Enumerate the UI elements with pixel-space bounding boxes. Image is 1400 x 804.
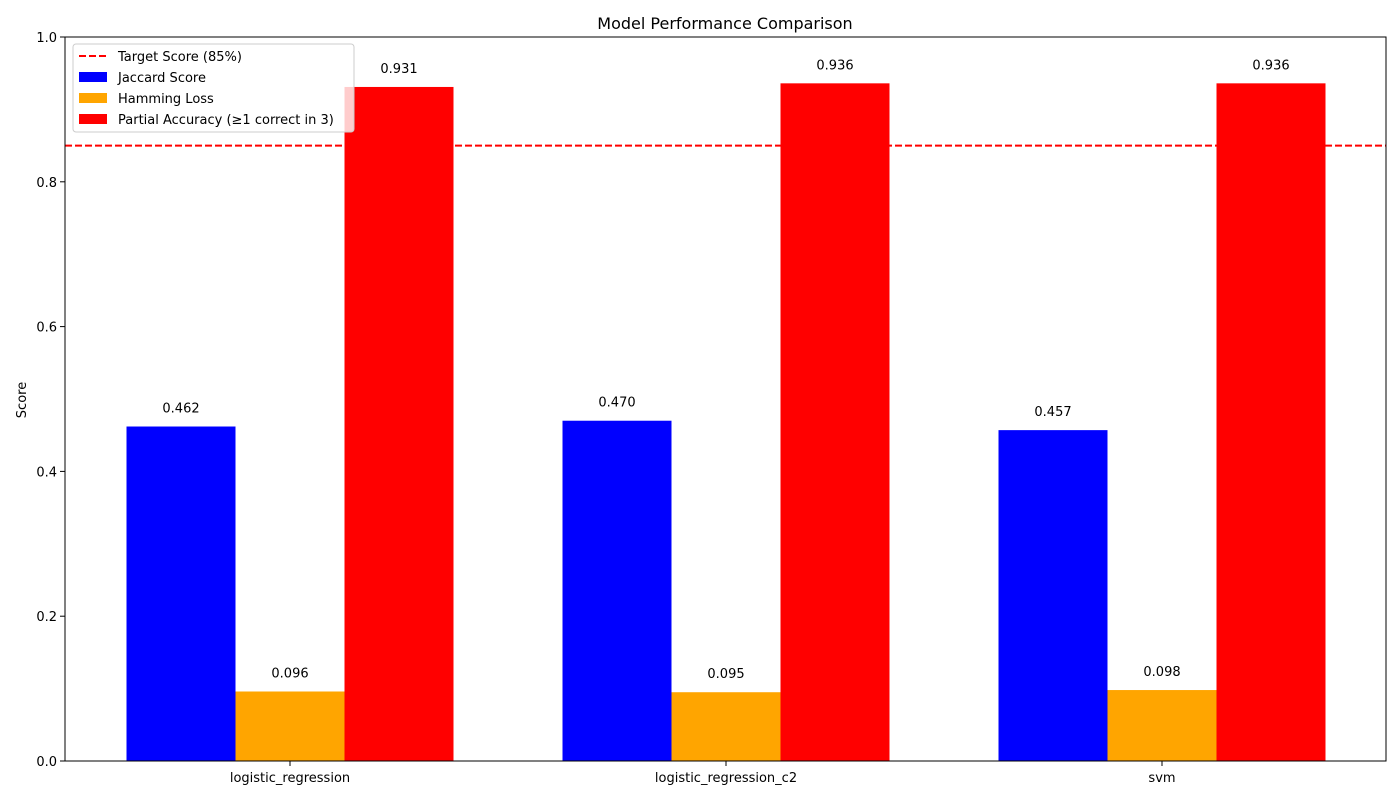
y-tick-label-1: 0.2 <box>36 610 57 625</box>
legend-swatch-0 <box>79 72 107 82</box>
bar-0-2 <box>998 430 1108 761</box>
bar-1-0 <box>235 691 345 761</box>
data-label-2-0: 0.931 <box>380 62 417 77</box>
bar-1-1 <box>671 692 781 761</box>
axes-layer: 0.0 0.2 0.4 0.6 0.8 1.0 logistic_regression log… <box>36 31 1387 786</box>
legend-label-2: Partial Accuracy (≥1 correct in 3) <box>118 113 334 128</box>
legend-swatch-2 <box>79 114 107 124</box>
x-tick-label-2: svm <box>1148 771 1175 786</box>
data-label-0-1: 0.470 <box>598 396 635 411</box>
data-label-1-2: 0.098 <box>1143 665 1180 680</box>
data-label-0-0: 0.462 <box>162 402 199 417</box>
legend-label-target: Target Score (85%) <box>117 50 242 65</box>
bar-2-0 <box>344 86 454 762</box>
x-tick-label-0: logistic_regression <box>230 771 350 786</box>
legend: Target Score (85%) Jaccard Score Hamming L… <box>72 43 355 133</box>
bar-2-2 <box>1216 83 1326 761</box>
data-label-1-0: 0.096 <box>271 666 308 681</box>
data-label-1-1: 0.095 <box>707 667 744 682</box>
bar-0-0 <box>126 426 236 761</box>
y-tick-label-3: 0.6 <box>36 321 57 336</box>
data-label-0-2: 0.457 <box>1034 405 1071 420</box>
bar-2-1 <box>780 83 890 761</box>
legend-swatch-1 <box>79 93 107 103</box>
y-tick-label-5: 1.0 <box>36 31 57 46</box>
bar-0-1 <box>562 420 672 761</box>
legend-label-0: Jaccard Score <box>117 71 206 86</box>
legend-label-1: Hamming Loss <box>118 92 214 107</box>
data-labels-layer: 0.462 0.470 0.457 0.096 0.095 0.098 0.931 0.936… <box>162 58 1289 682</box>
x-tick-label-1: logistic_regression_c2 <box>655 771 797 786</box>
y-tick-label-0: 0.0 <box>36 755 57 770</box>
bar-1-2 <box>1107 690 1217 761</box>
legend-box <box>72 43 355 133</box>
bars-layer <box>126 83 1326 762</box>
data-label-2-2: 0.936 <box>1252 58 1289 73</box>
y-axis-title: Score <box>15 382 30 418</box>
chart-title: Model Performance Comparison <box>597 14 852 33</box>
data-label-2-1: 0.936 <box>816 58 853 73</box>
y-tick-label-2: 0.4 <box>36 465 57 480</box>
y-tick-label-4: 0.8 <box>36 176 57 191</box>
